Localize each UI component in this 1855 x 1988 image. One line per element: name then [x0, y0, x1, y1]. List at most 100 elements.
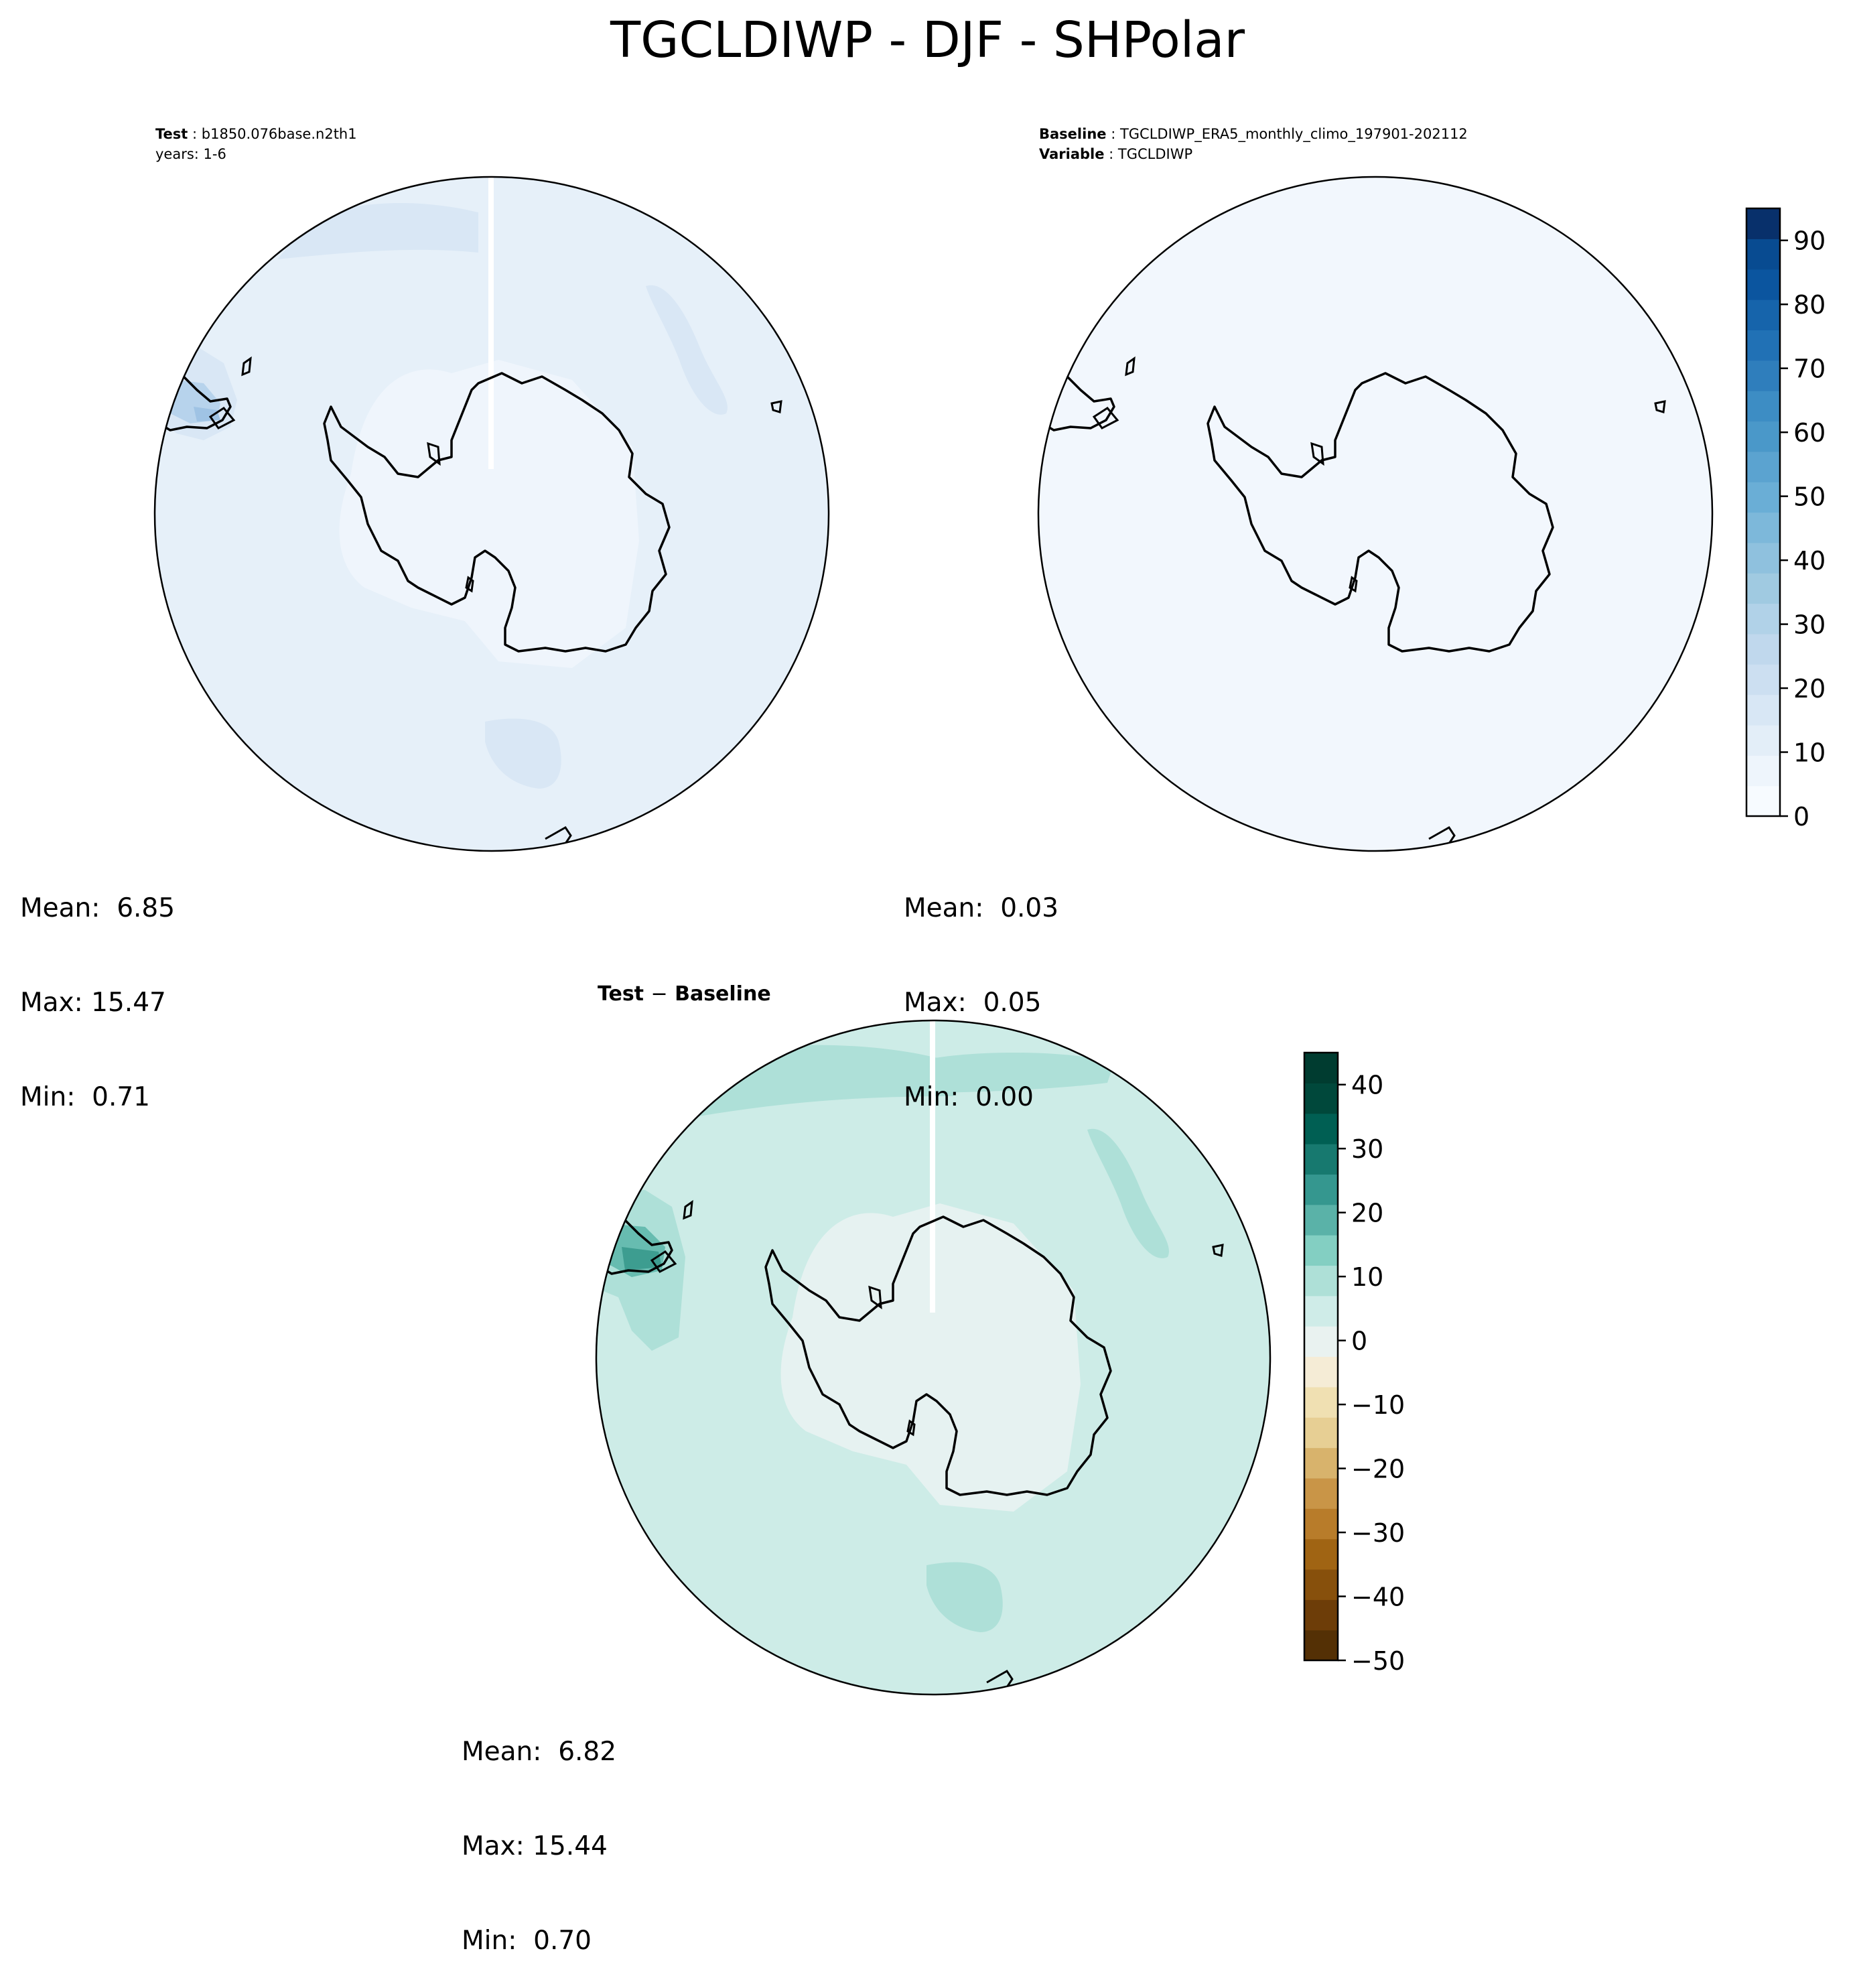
colorbar-brbg: 40 30 20 10 0 −10 −20 −30 −40 −50 — [1303, 1051, 1405, 1676]
test-header: Test : b1850.076base.n2th1 years: 1-6 — [155, 124, 357, 164]
colorbar-blues-segment — [1746, 603, 1780, 635]
colorbar-brbg-tick-label: −50 — [1351, 1646, 1405, 1676]
test-case-name: b1850.076base.n2th1 — [201, 126, 357, 142]
diff-max: 15.44 — [533, 1831, 608, 1861]
test-stats: Mean: 6.85 Max: 15.47 Min: 0.71 — [20, 893, 176, 1112]
baseline-header: Baseline : TGCLDIWP_ERA5_monthly_climo_1… — [1039, 126, 1468, 162]
colorbar-blues-segment — [1746, 360, 1780, 391]
colorbar-blues-segment — [1746, 512, 1780, 543]
colorbar-blues-tick-label: 30 — [1793, 610, 1826, 640]
colorbar-brbg-segment — [1304, 1326, 1338, 1357]
test-min: 0.71 — [92, 1082, 150, 1112]
test-map-border — [153, 176, 830, 852]
baseline-max: 0.05 — [983, 988, 1042, 1018]
colorbar-blues-segment — [1746, 451, 1780, 482]
colorbar-brbg-tick-label: 30 — [1351, 1134, 1383, 1164]
colorbar-brbg-tick-label: −40 — [1351, 1583, 1405, 1612]
colorbar-brbg-segment — [1304, 1569, 1338, 1600]
test-max: 15.47 — [91, 988, 166, 1018]
colorbar-brbg-segment — [1304, 1477, 1338, 1509]
baseline-map-border — [1037, 176, 1714, 852]
colorbar-brbg-tick-label: −10 — [1351, 1390, 1405, 1420]
test-years: years: 1-6 — [155, 146, 226, 162]
colorbar-blues-tick-label: 70 — [1793, 354, 1826, 384]
baseline-case-name: TGCLDIWP_ERA5_monthly_climo_197901-20211… — [1119, 126, 1468, 142]
colorbar-brbg-tick-label: 40 — [1351, 1071, 1383, 1100]
panel-baseline-map — [1037, 176, 1714, 852]
figure-title: TGCLDIWP - DJF - SHPolar — [610, 11, 1245, 69]
baseline-stats: Mean: 0.03 Max: 0.05 Min: 0.00 — [904, 893, 1059, 1112]
colorbar-brbg-segment — [1304, 1053, 1338, 1083]
colorbar-blues-segment — [1746, 724, 1780, 756]
colorbar-blues-segment — [1746, 421, 1780, 452]
colorbar-brbg-segment — [1304, 1386, 1338, 1418]
colorbar-brbg-segment — [1304, 1508, 1338, 1540]
colorbar-blues-segment — [1746, 633, 1780, 665]
colorbar-brbg-tick-label: −20 — [1351, 1455, 1405, 1484]
colorbar-blues-segment — [1746, 208, 1780, 239]
colorbar-blues-segment — [1746, 482, 1780, 513]
colorbar-blues-tick-label: 0 — [1793, 802, 1809, 832]
colorbar-brbg-segment — [1304, 1174, 1338, 1205]
diff-min: 0.70 — [533, 1926, 592, 1956]
colorbar-blues-tick-label: 40 — [1793, 546, 1826, 576]
baseline-label: Baseline — [1039, 126, 1107, 142]
colorbar-blues-segment — [1746, 694, 1780, 726]
diff-title-operator: − — [650, 982, 668, 1006]
diff-title-baseline: Baseline — [675, 982, 771, 1006]
colorbar-blues-tick-label: 60 — [1793, 418, 1826, 448]
test-missing-strip — [488, 177, 494, 469]
colorbar-blues-segment — [1746, 391, 1780, 422]
baseline-mean: 0.03 — [1000, 893, 1059, 923]
colorbar-blues-tick-label: 80 — [1793, 290, 1826, 320]
colorbar-brbg-segment — [1304, 1265, 1338, 1297]
diff-title-test: Test — [598, 982, 644, 1006]
colorbar-blues-segment — [1746, 239, 1780, 270]
colorbar-blues-segment — [1746, 755, 1780, 787]
colorbar-brbg-segment — [1304, 1599, 1338, 1631]
colorbar-blues-segment — [1746, 542, 1780, 574]
colorbar-blues: 0 10 20 30 40 50 60 70 80 90 — [1745, 207, 1826, 832]
colorbar-brbg-segment — [1304, 1204, 1338, 1236]
colorbar-blues-tick-label: 50 — [1793, 482, 1826, 512]
diff-mean: 6.82 — [558, 1737, 617, 1767]
colorbar-blues-tick-label: 10 — [1793, 738, 1826, 768]
colorbar-brbg-segment — [1304, 1630, 1338, 1661]
colorbar-blues-segment — [1746, 269, 1780, 300]
colorbar-blues-tick-label: 90 — [1793, 226, 1826, 256]
colorbar-brbg-segment — [1304, 1447, 1338, 1479]
colorbar-blues-frame — [1745, 207, 1781, 817]
colorbar-brbg-segment — [1304, 1144, 1338, 1175]
colorbar-brbg-segment — [1304, 1235, 1338, 1266]
baseline-variable: TGCLDIWP — [1117, 146, 1193, 162]
colorbar-brbg-tick-label: 0 — [1351, 1327, 1367, 1356]
colorbar-blues-segment — [1746, 785, 1780, 817]
colorbar-brbg-frame — [1303, 1051, 1339, 1662]
diff-missing-strip — [930, 1020, 935, 1313]
panel-test-map — [153, 176, 830, 852]
colorbar-blues-segment — [1746, 330, 1780, 361]
colorbar-blues-segment — [1746, 573, 1780, 604]
colorbar-brbg-segment — [1304, 1113, 1338, 1144]
diff-map-border — [595, 1019, 1272, 1696]
colorbar-brbg-tick-label: −30 — [1351, 1518, 1405, 1548]
colorbar-brbg-tick-label: 10 — [1351, 1262, 1383, 1292]
baseline-min: 0.00 — [975, 1082, 1034, 1112]
panel-diff-map — [595, 1019, 1272, 1696]
colorbar-brbg-segment — [1304, 1356, 1338, 1388]
diff-title: Test − Baseline — [598, 982, 771, 1006]
colorbar-brbg-segment — [1304, 1538, 1338, 1570]
colorbar-blues-segment — [1746, 664, 1780, 695]
baseline-variable-label: Variable — [1039, 146, 1105, 162]
diff-stats: Mean: 6.82 Max: 15.44 Min: 0.70 — [462, 1737, 617, 1956]
baseline-ocean-fill — [1038, 177, 1712, 851]
colorbar-brbg-segment — [1304, 1417, 1338, 1449]
test-mean: 6.85 — [117, 893, 176, 923]
colorbar-blues-segment — [1746, 300, 1780, 330]
test-label: Test — [155, 126, 188, 142]
colorbar-brbg-segment — [1304, 1083, 1338, 1114]
diff-cloud-patches — [596, 1045, 1169, 1632]
colorbar-brbg-segment — [1304, 1295, 1338, 1327]
test-cloud-patches — [155, 203, 728, 789]
